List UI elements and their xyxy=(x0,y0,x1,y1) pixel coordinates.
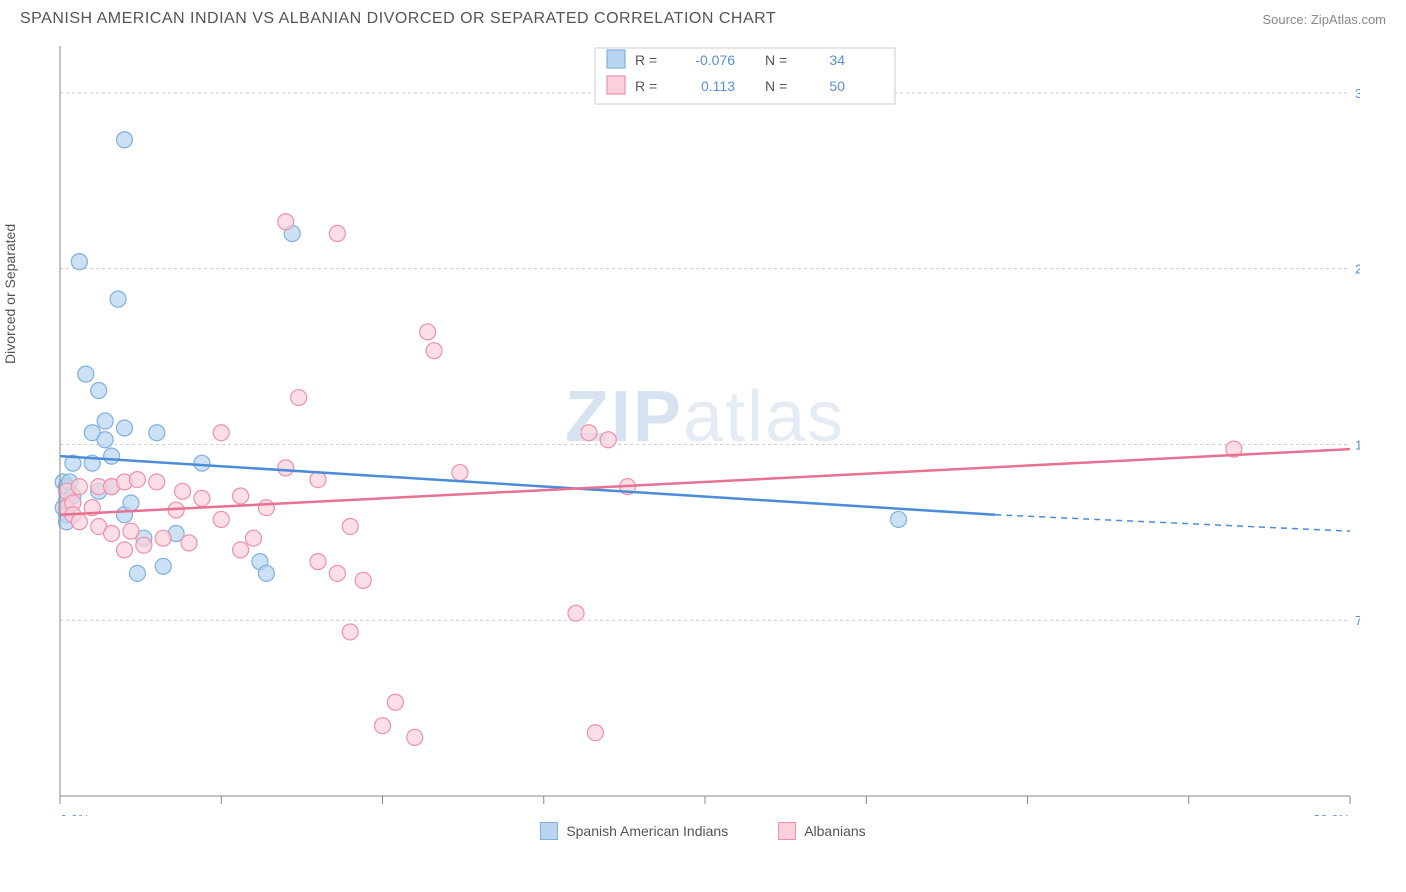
chart-legend: Spanish American Indians Albanians xyxy=(0,822,1406,840)
svg-text:-0.076: -0.076 xyxy=(695,52,735,68)
svg-text:R =: R = xyxy=(635,78,657,94)
svg-text:7.5%: 7.5% xyxy=(1355,613,1360,628)
svg-text:34: 34 xyxy=(829,52,845,68)
svg-text:22.5%: 22.5% xyxy=(1355,262,1360,277)
legend-label: Albanians xyxy=(804,823,866,839)
legend-item: Albanians xyxy=(778,822,866,840)
chart-title: SPANISH AMERICAN INDIAN VS ALBANIAN DIVO… xyxy=(20,10,776,28)
scatter-chart: ZIPatlas0.0%20.0%7.5%15.0%22.5%30.0%R =-… xyxy=(20,36,1360,816)
legend-item: Spanish American Indians xyxy=(540,822,728,840)
svg-text:N =: N = xyxy=(765,78,787,94)
legend-swatch xyxy=(778,822,796,840)
svg-text:15.0%: 15.0% xyxy=(1355,437,1360,452)
svg-text:30.0%: 30.0% xyxy=(1355,86,1360,101)
legend-label: Spanish American Indians xyxy=(566,823,728,839)
svg-text:R =: R = xyxy=(635,52,657,68)
svg-text:50: 50 xyxy=(829,78,845,94)
y-axis-label: Divorced or Separated xyxy=(2,224,18,364)
svg-text:N =: N = xyxy=(765,52,787,68)
svg-text:0.0%: 0.0% xyxy=(60,812,90,816)
source-label: Source: ZipAtlas.com xyxy=(1262,12,1386,27)
legend-swatch xyxy=(540,822,558,840)
svg-text:0.113: 0.113 xyxy=(701,78,735,94)
svg-text:20.0%: 20.0% xyxy=(1313,812,1350,816)
